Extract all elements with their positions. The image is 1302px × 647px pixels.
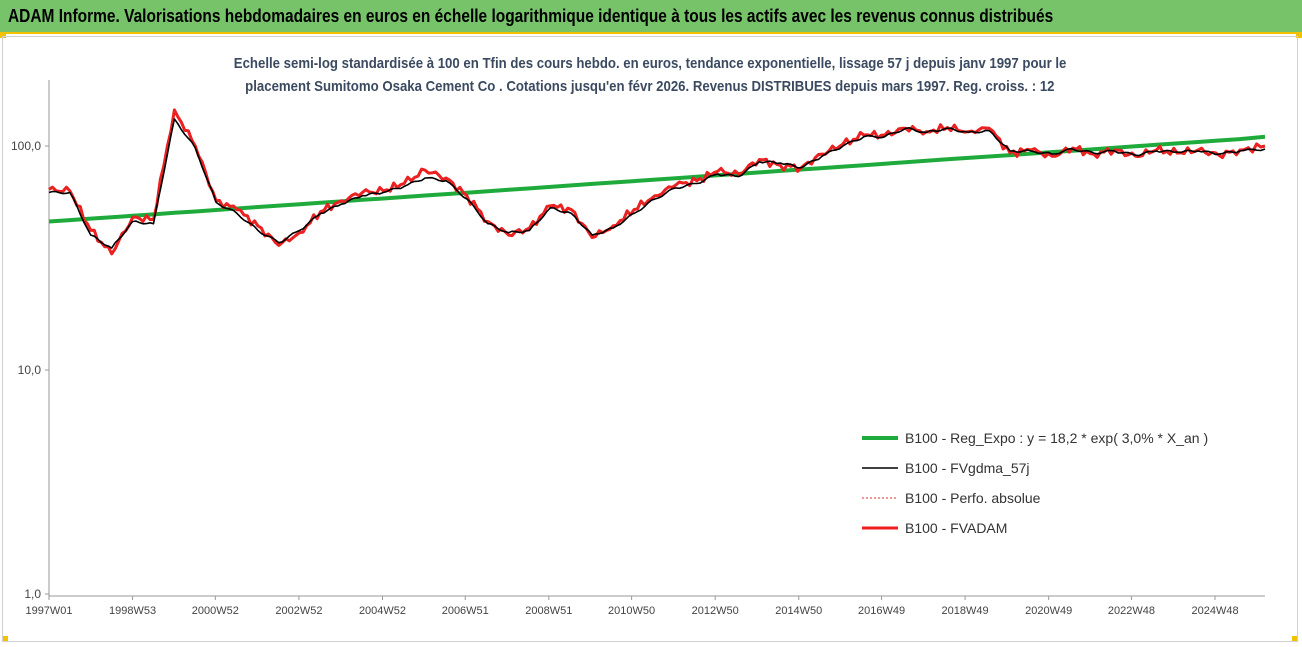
x-tick-label: 2024W48 xyxy=(1191,605,1238,617)
x-tick-label: 2016W49 xyxy=(858,605,905,617)
y-tick-label: 10,0 xyxy=(18,363,42,377)
y-tick-label: 100,0 xyxy=(11,139,41,153)
legend: B100 - Reg_Expo : y = 18,2 * exp( 3,0% *… xyxy=(862,430,1208,536)
x-tick-label: 2010W50 xyxy=(608,605,655,617)
corner-accent xyxy=(1296,34,1302,38)
x-tick-label: 2002W52 xyxy=(275,605,322,617)
x-tick-label: 2022W48 xyxy=(1108,605,1155,617)
x-tick-label: 2006W51 xyxy=(442,605,489,617)
x-tick-label: 1998W53 xyxy=(109,605,156,617)
x-tick-label: 2004W52 xyxy=(359,605,406,617)
chart-title: Echelle semi-log standardisée à 100 en T… xyxy=(150,52,1150,98)
x-tick-label: 2014W50 xyxy=(775,605,822,617)
header-banner: ADAM Informe. Valorisations hebdomadaire… xyxy=(0,0,1302,34)
y-tick-label: 1,0 xyxy=(24,587,41,601)
legend-label-3: B100 - FVADAM xyxy=(905,520,1007,536)
chart-frame xyxy=(2,36,1298,642)
series-line-0 xyxy=(48,134,1266,224)
corner-accent xyxy=(1292,636,1297,641)
series-line-1 xyxy=(48,118,1266,249)
axes: 1,0 10,0 100,0 1997W01 1998W53 2000W52 2002W52… xyxy=(11,80,1265,617)
legend-label-1: B100 - FVgdma_57j xyxy=(905,460,1030,476)
corner-accent xyxy=(3,636,8,641)
chart-title-line-2: placement Sumitomo Osaka Cement Co . Cot… xyxy=(245,78,1055,95)
chart-title-line-1: Echelle semi-log standardisée à 100 en T… xyxy=(233,55,1067,72)
x-tick-label: 2012W50 xyxy=(692,605,739,617)
x-tick-label: 2008W51 xyxy=(525,605,572,617)
series-line-2 xyxy=(48,109,1266,255)
page-title: ADAM Informe. Valorisations hebdomadaire… xyxy=(8,6,1054,26)
legend-label-0: B100 - Reg_Expo : y = 18,2 * exp( 3,0% *… xyxy=(905,430,1208,446)
x-tick-label: 2018W49 xyxy=(942,605,989,617)
legend-label-2: B100 - Perfo. absolue xyxy=(905,490,1041,506)
series-group xyxy=(48,108,1266,256)
series-line-3 xyxy=(48,108,1266,256)
x-tick-label: 2000W52 xyxy=(192,605,239,617)
x-tick-label: 2020W49 xyxy=(1025,605,1072,617)
x-tick-label: 1997W01 xyxy=(25,605,72,617)
